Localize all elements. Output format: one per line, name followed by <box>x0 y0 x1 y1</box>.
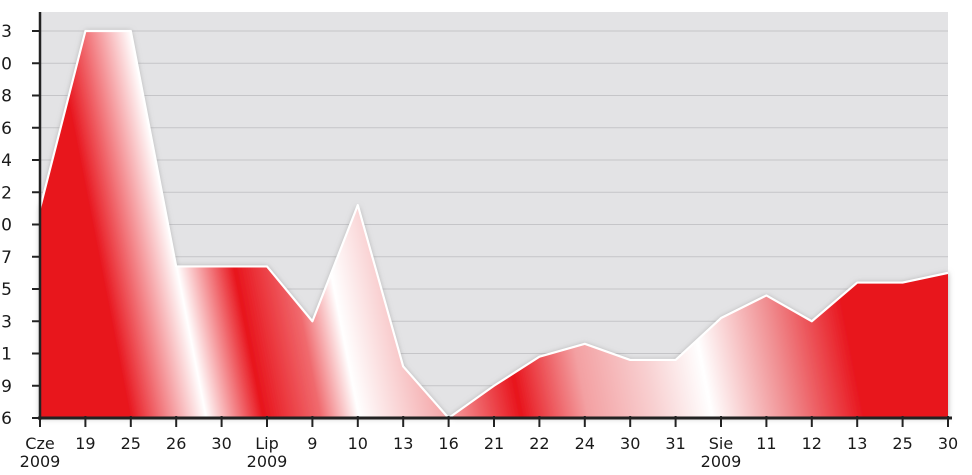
x-tick-label-6: 9 <box>307 434 317 453</box>
x-tick-label-1: 19 <box>75 434 95 453</box>
x-tick-label-20: 30 <box>938 434 958 453</box>
x-tick-sublabel-5: 2009 <box>247 452 288 471</box>
x-tick-label-4: 30 <box>211 434 231 453</box>
y-tick-label-2: 8 <box>1 87 12 107</box>
x-tick-label-8: 13 <box>393 434 413 453</box>
x-tick-sublabel-15: 2009 <box>701 452 742 471</box>
x-tick-label-15: Sie <box>709 434 733 453</box>
x-tick-label-17: 12 <box>802 434 822 453</box>
y-tick-label-0: 3 <box>1 22 12 42</box>
x-tick-label-10: 21 <box>484 434 504 453</box>
y-tick-label-4: 4 <box>1 151 12 171</box>
x-tick-label-11: 22 <box>529 434 549 453</box>
y-tick-labels: 3 0 8 6 4 2 0 7 5 3 1 9 6 <box>1 22 40 429</box>
x-tick-label-7: 10 <box>348 434 368 453</box>
x-tick-label-18: 13 <box>847 434 867 453</box>
y-tick-label-12: 6 <box>1 409 12 429</box>
y-tick-label-6: 0 <box>1 216 12 236</box>
x-tick-label-12: 24 <box>575 434 595 453</box>
y-tick-label-5: 2 <box>1 183 12 203</box>
y-tick-label-1: 0 <box>1 54 12 74</box>
x-tick-sublabel-0: 2009 <box>20 452 61 471</box>
y-tick-label-3: 6 <box>1 119 12 139</box>
x-tick-label-5: Lip <box>255 434 279 453</box>
x-tick-label-0: Cze <box>25 434 54 453</box>
x-tick-label-16: 11 <box>756 434 776 453</box>
y-tick-label-7: 7 <box>1 248 12 268</box>
y-tick-label-10: 1 <box>1 345 12 365</box>
x-tick-label-13: 30 <box>620 434 640 453</box>
area-outline <box>38 29 949 420</box>
area-series <box>38 29 949 420</box>
x-tick-label-14: 31 <box>665 434 685 453</box>
y-tick-label-9: 3 <box>1 312 12 332</box>
area-fill <box>40 31 948 418</box>
y-tick-label-8: 5 <box>1 280 12 300</box>
x-tick-label-19: 25 <box>892 434 912 453</box>
x-tick-label-3: 26 <box>166 434 186 453</box>
y-tick-label-11: 9 <box>1 377 12 397</box>
x-tick-label-9: 16 <box>438 434 458 453</box>
x-tick-label-2: 25 <box>121 434 141 453</box>
